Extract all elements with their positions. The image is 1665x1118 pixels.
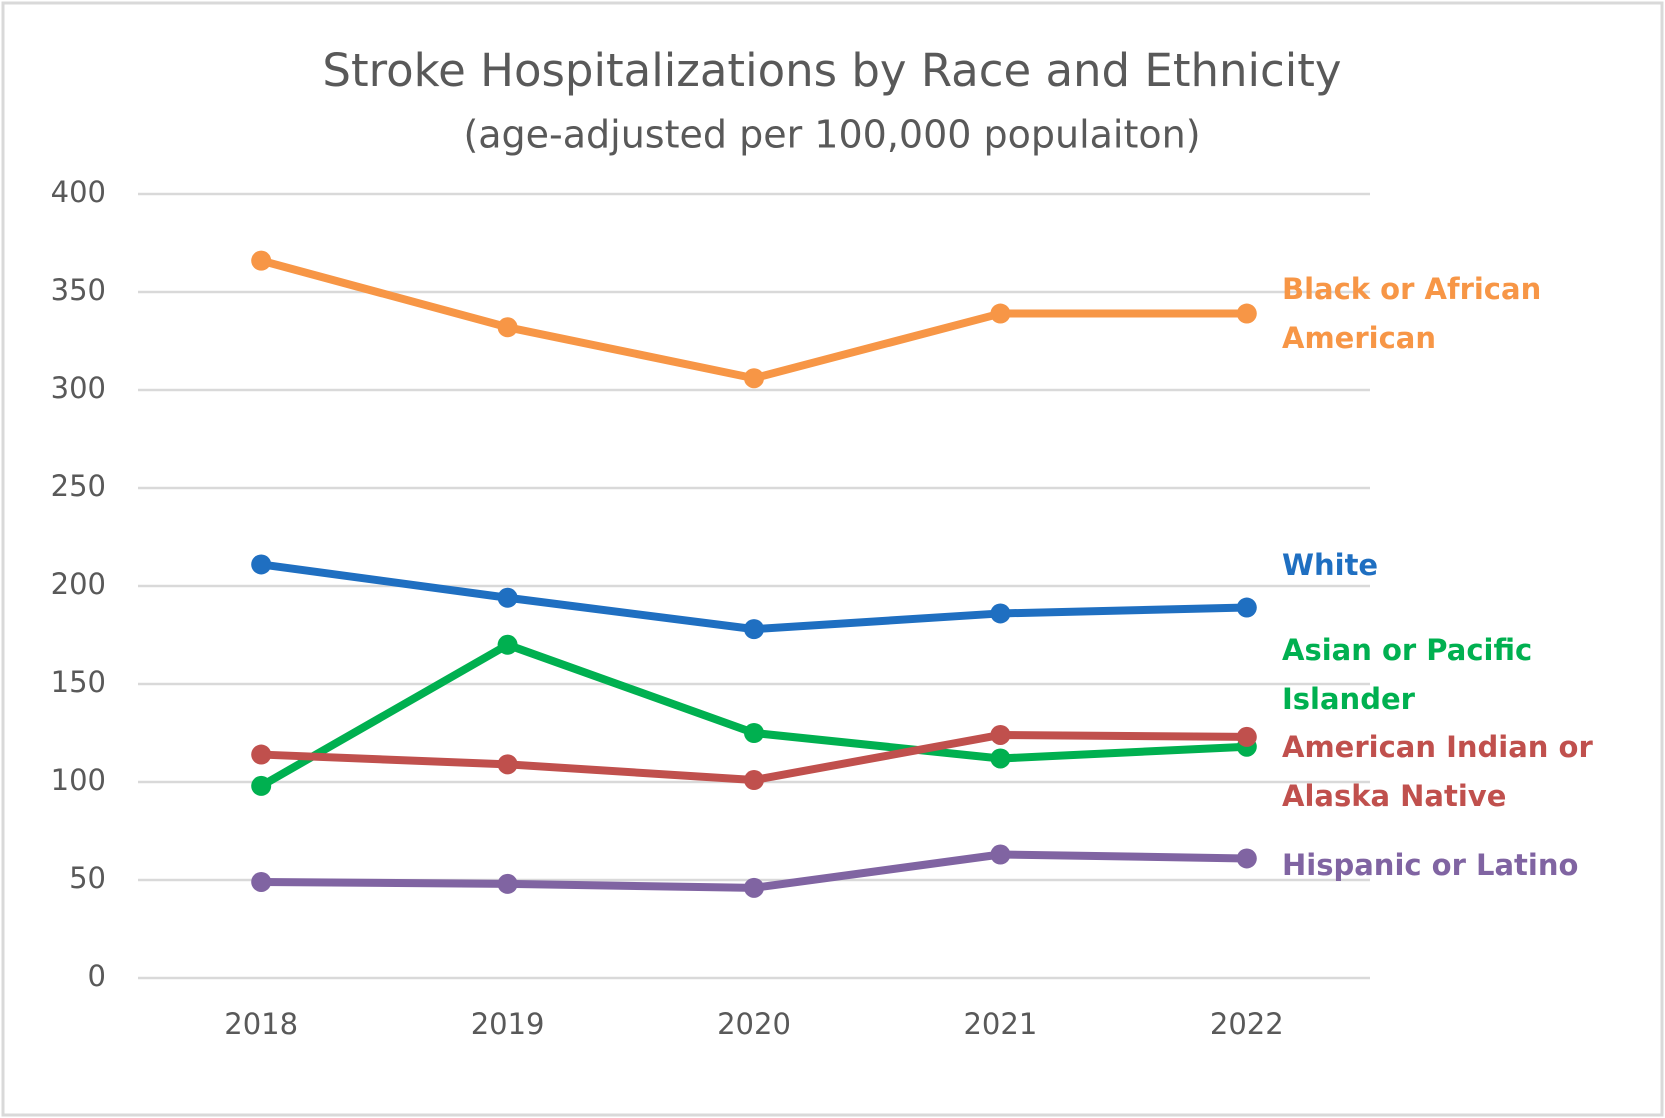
x-tick-label: 2022 xyxy=(1210,1007,1284,1041)
y-tick-label: 350 xyxy=(51,273,106,307)
y-tick-label: 100 xyxy=(51,763,106,797)
series-label-box: Hispanic or Latino xyxy=(1282,848,1579,882)
point xyxy=(251,744,272,765)
series-label: Hispanic or Latino xyxy=(1282,848,1579,882)
point xyxy=(744,877,764,898)
series-label: White xyxy=(1282,548,1379,582)
point xyxy=(497,317,518,338)
point xyxy=(744,619,764,640)
point xyxy=(1236,726,1257,747)
point xyxy=(497,873,518,894)
x-tick-label: 2018 xyxy=(224,1007,298,1041)
point xyxy=(990,748,1011,769)
point xyxy=(497,754,518,775)
series-label: American Indian or Alaska Native xyxy=(1282,730,1593,813)
point xyxy=(251,250,272,271)
y-tick-label: 250 xyxy=(51,469,106,503)
point xyxy=(990,303,1011,324)
series-label-box: Black or African American xyxy=(1282,272,1542,355)
point xyxy=(251,554,272,575)
y-tick-label: 150 xyxy=(51,665,106,699)
point xyxy=(497,587,518,608)
chart-title: Stroke Hospitalizations by Race and Ethn… xyxy=(322,44,1341,97)
point xyxy=(990,844,1011,865)
point xyxy=(1236,597,1257,618)
series-label-box: White xyxy=(1282,548,1379,582)
point xyxy=(990,603,1011,624)
point xyxy=(1236,848,1257,869)
y-tick-label: 300 xyxy=(51,371,106,405)
series-label: Asian or Pacific Islander xyxy=(1282,633,1533,716)
y-tick-label: 50 xyxy=(69,861,106,895)
point xyxy=(744,368,764,389)
point xyxy=(251,775,272,796)
y-tick-label: 0 xyxy=(88,959,106,993)
y-tick-label: 400 xyxy=(51,175,106,209)
x-tick-label: 2021 xyxy=(963,1007,1037,1041)
x-tick-label: 2020 xyxy=(717,1007,791,1041)
point xyxy=(251,871,272,892)
point xyxy=(1236,303,1257,324)
point xyxy=(990,724,1011,745)
point xyxy=(744,770,764,791)
point xyxy=(497,634,518,655)
series-label-box: Asian or Pacific Islander xyxy=(1282,633,1533,716)
point xyxy=(744,723,764,743)
chart-subtitle: (age-adjusted per 100,000 populaiton) xyxy=(463,113,1200,157)
y-tick-label: 200 xyxy=(51,567,106,601)
series-label: Black or African American xyxy=(1282,272,1542,355)
x-tick-label: 2019 xyxy=(471,1007,545,1041)
series-label-box: American Indian or Alaska Native xyxy=(1282,730,1593,813)
